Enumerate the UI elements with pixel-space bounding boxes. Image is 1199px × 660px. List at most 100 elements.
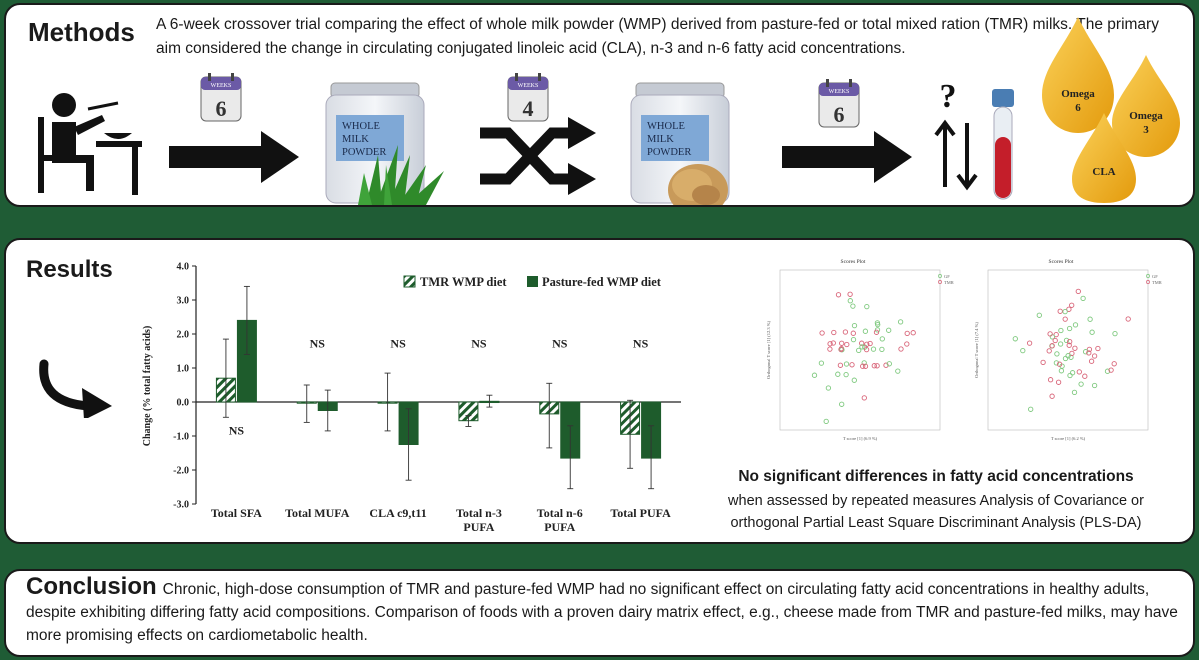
scatter-point bbox=[1069, 350, 1075, 357]
scatter-point bbox=[1028, 406, 1034, 412]
svg-text:Orthogonal T score [1] (12.3 %: Orthogonal T score [1] (12.3 %) bbox=[766, 320, 771, 379]
svg-text:T score [1] (6.9 %): T score [1] (6.9 %) bbox=[843, 436, 878, 441]
scatter-point bbox=[904, 341, 910, 347]
svg-text:CLA: CLA bbox=[1092, 166, 1115, 178]
scatter-point bbox=[873, 329, 880, 335]
methods-illustration: WEEKS 6 WHOLE MILK POWDER bbox=[38, 17, 1180, 205]
scatter-point bbox=[1049, 393, 1055, 399]
scatter-point bbox=[1063, 337, 1070, 344]
scatter-point bbox=[860, 363, 866, 369]
scatter-point bbox=[1056, 361, 1063, 367]
scatter-point bbox=[1082, 349, 1089, 355]
scatter-point bbox=[825, 385, 832, 391]
scatter-point bbox=[1076, 369, 1082, 375]
y-tick-label: 3.0 bbox=[177, 296, 190, 307]
scores-plot-2: Scores Plot GF TMR T score [1] (6.2 %) O… bbox=[966, 254, 1164, 444]
scatter-point bbox=[827, 346, 833, 352]
svg-text:POWDER: POWDER bbox=[342, 147, 386, 158]
scatter-point bbox=[850, 336, 857, 343]
scatter-point bbox=[844, 341, 850, 348]
scatter-point bbox=[898, 346, 904, 352]
scatter-point bbox=[1057, 341, 1064, 347]
omega-6-drop-icon: Omega 6 bbox=[1042, 17, 1114, 133]
svg-text:TMR: TMR bbox=[1152, 280, 1162, 285]
ns-annotation: NS bbox=[229, 423, 245, 437]
svg-text:GF: GF bbox=[1152, 274, 1158, 279]
scatter-point bbox=[874, 363, 880, 369]
svg-text:MILK: MILK bbox=[342, 134, 369, 145]
svg-text:TMR: TMR bbox=[944, 280, 954, 285]
scatter-point bbox=[1036, 312, 1042, 318]
legend-swatch-pasture bbox=[527, 276, 538, 287]
scatter-point bbox=[910, 330, 916, 336]
svg-text:GF: GF bbox=[944, 274, 950, 279]
scatter-point bbox=[1089, 329, 1095, 335]
scatter-point bbox=[1047, 377, 1054, 383]
y-tick-label: 1.0 bbox=[177, 364, 190, 375]
scores-plot-title: Scores Plot bbox=[841, 259, 866, 265]
ns-annotation: NS bbox=[633, 337, 649, 351]
calendar-weeks-6: 6 bbox=[834, 102, 845, 127]
scatter-point bbox=[827, 341, 833, 347]
results-panel: Results Change (% total fatty acids) 4.0… bbox=[4, 238, 1195, 544]
calendar-weeks-6: 6 bbox=[216, 96, 227, 121]
scatter-point bbox=[1108, 367, 1114, 373]
scatter-point bbox=[1095, 345, 1101, 352]
calendar-weeks-4: 4 bbox=[523, 96, 534, 121]
scatter-point bbox=[1066, 306, 1072, 312]
conclusion-panel: Conclusion Chronic, high-dose consumption… bbox=[4, 569, 1195, 657]
scatter-point bbox=[1075, 288, 1081, 295]
scatter-point bbox=[835, 292, 842, 298]
svg-text:Orthogonal T score [1] (7.4 %): Orthogonal T score [1] (7.4 %) bbox=[974, 322, 979, 378]
results-heading: Results bbox=[26, 256, 113, 283]
y-tick-label: 0.0 bbox=[177, 398, 190, 409]
x-category-label: Total n-3 bbox=[456, 506, 502, 520]
right-arrow-icon bbox=[169, 131, 299, 183]
scatter-point bbox=[1069, 302, 1075, 308]
scatter-point bbox=[1080, 295, 1086, 302]
scatter-point bbox=[1125, 316, 1131, 322]
scatter-point bbox=[1088, 358, 1095, 364]
curved-arrow-icon bbox=[39, 359, 112, 418]
scatter-point bbox=[850, 330, 856, 336]
scatter-point bbox=[1091, 382, 1098, 389]
svg-text:WHOLE: WHOLE bbox=[342, 121, 380, 132]
svg-text:POWDER: POWDER bbox=[647, 147, 691, 158]
calendar-icon: WEEKS 6 bbox=[818, 79, 860, 128]
y-tick-label: -3.0 bbox=[173, 500, 189, 511]
scatter-point bbox=[831, 329, 837, 336]
methods-panel: Methods A 6-week crossover trial compari… bbox=[4, 3, 1195, 207]
scatter-point bbox=[1086, 350, 1092, 356]
scatter-point bbox=[864, 303, 870, 310]
svg-text:WHOLE: WHOLE bbox=[647, 121, 685, 132]
scatter-point bbox=[874, 327, 881, 333]
milk-powder-jar-icon: WHOLE MILK POWDER bbox=[325, 82, 425, 204]
scatter-point bbox=[886, 327, 892, 333]
scatter-point bbox=[861, 395, 867, 401]
scatter-point bbox=[851, 377, 857, 383]
right-arrow-icon bbox=[782, 131, 912, 183]
scatter-point bbox=[849, 362, 855, 368]
scatter-point bbox=[897, 319, 904, 325]
scatter-point bbox=[874, 320, 881, 326]
scatter-point bbox=[1058, 327, 1064, 334]
scatter-point bbox=[859, 344, 865, 350]
x-category-label: Total MUFA bbox=[285, 506, 350, 520]
scatter-point bbox=[1049, 343, 1055, 349]
conclusion-heading: Conclusion bbox=[26, 573, 157, 600]
person-eating-icon bbox=[38, 93, 142, 195]
x-category-label: Total SFA bbox=[211, 506, 262, 520]
scatter-point bbox=[1091, 353, 1098, 359]
svg-text:MILK: MILK bbox=[647, 134, 674, 145]
svg-text:WEEKS: WEEKS bbox=[518, 83, 539, 89]
scatter-point bbox=[1112, 330, 1118, 337]
summary-title: No significant differences in fatty acid… bbox=[738, 468, 1134, 485]
scatter-point bbox=[1047, 331, 1053, 337]
scatter-point bbox=[864, 341, 870, 347]
ns-annotation: NS bbox=[552, 337, 568, 351]
shuffle-arrows-icon bbox=[480, 117, 596, 195]
scatter-point bbox=[1020, 347, 1026, 354]
scatter-point bbox=[886, 361, 892, 367]
scatter-point bbox=[818, 360, 825, 366]
scatter-point bbox=[1057, 308, 1063, 314]
